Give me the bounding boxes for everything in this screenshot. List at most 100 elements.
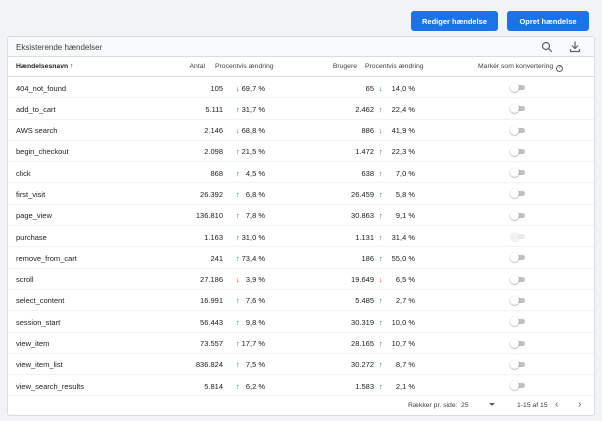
- count-pct-change: 17,7 %: [241, 339, 265, 349]
- table-row[interactable]: 404_not_found 105 ↓ 69,7 % 65 ↓ 14,0 %: [8, 77, 594, 99]
- toggle-knob: [510, 125, 519, 135]
- toggle-knob: [510, 210, 519, 220]
- users-trend-icon: ↑: [379, 147, 383, 157]
- toggle-knob: [510, 381, 519, 391]
- table-row[interactable]: click 868 ↑ 4,5 % 638 ↑ 7,0 %: [8, 162, 594, 184]
- count-pct-change: 68,8 %: [241, 126, 265, 136]
- table-row[interactable]: purchase 1.163 ↑ 31,0 % 1.131 ↑ 31,4 %: [8, 226, 594, 248]
- conversion-toggle[interactable]: [510, 232, 526, 242]
- table-row[interactable]: session_start 56.443 ↑ 9,8 % 30.319 ↑ 10,0 %: [8, 311, 594, 333]
- count-pct-change: 9,8 %: [245, 317, 265, 327]
- users-pct-change: 10,0 %: [391, 317, 415, 327]
- conversion-toggle[interactable]: [510, 274, 526, 284]
- table-row[interactable]: scroll 27.186 ↓ 3,9 % 19.649 ↓ 6,5 %: [8, 269, 594, 290]
- search-icon[interactable]: [541, 41, 553, 53]
- count-pct-change: 73,4 %: [241, 253, 265, 263]
- toggle-knob: [510, 338, 519, 348]
- count-trend-icon: ↑: [236, 360, 240, 370]
- count-trend-icon: ↑: [236, 381, 240, 391]
- table-row[interactable]: page_view 136.810 ↑ 7,8 % 30.863 ↑ 9,1 %: [8, 205, 594, 227]
- event-name: remove_from_cart: [16, 253, 77, 263]
- table-header: Hændelsesnavn ↑ Antal Procentvis ændring…: [8, 57, 594, 77]
- column-header-name[interactable]: Hændelsesnavn ↑: [16, 63, 74, 70]
- table-row[interactable]: remove_from_cart 241 ↑ 73,4 % 186 ↑ 55,0 %: [8, 247, 594, 269]
- count-trend-icon: ↓: [236, 126, 240, 136]
- conversion-toggle[interactable]: [510, 210, 526, 220]
- column-header-users[interactable]: Brugere: [332, 63, 357, 70]
- event-name: first_visit: [16, 189, 46, 199]
- users-pct-change: 7,0 %: [395, 168, 415, 178]
- toolbar: Rediger hændelse Opret hændelse: [0, 0, 602, 35]
- conversion-toggle[interactable]: [510, 381, 526, 391]
- column-header-pct-change-2[interactable]: Procentvis ændring: [365, 63, 424, 70]
- conversion-toggle[interactable]: [510, 253, 526, 263]
- download-icon[interactable]: [569, 40, 581, 53]
- event-count: 5.111: [205, 104, 223, 114]
- table-row[interactable]: add_to_cart 5.111 ↑ 31,7 % 2.462 ↑ 22,4 %: [8, 98, 594, 120]
- help-icon[interactable]: ?: [556, 65, 564, 72]
- event-name: AWS search: [16, 126, 58, 136]
- users-pct-change: 55,0 %: [391, 253, 415, 263]
- conversion-toggle[interactable]: [510, 83, 526, 92]
- table-row[interactable]: begin_checkout 2.098 ↑ 21,5 % 1.472 ↑ 22,3 %: [8, 141, 594, 163]
- users-pct-change: 14,0 %: [391, 83, 415, 93]
- conversion-toggle[interactable]: [510, 125, 526, 135]
- users-trend-icon: ↑: [379, 339, 383, 349]
- count-pct-change: 4,5 %: [245, 168, 265, 178]
- user-count: 2.462: [355, 104, 374, 114]
- table-row[interactable]: view_search_results 5.814 ↑ 6,2 % 1.583 ↑ 2,1 …: [8, 375, 594, 397]
- count-pct-change: 7,8 %: [245, 211, 265, 221]
- conversion-toggle[interactable]: [510, 359, 526, 369]
- conversion-toggle[interactable]: [510, 146, 526, 156]
- users-trend-icon: ↓: [379, 126, 383, 136]
- conversion-toggle[interactable]: [510, 168, 526, 178]
- users-pct-change: 8,7 %: [395, 360, 415, 370]
- user-count: 886: [361, 126, 374, 136]
- users-trend-icon: ↑: [379, 253, 383, 263]
- chevron-left-icon[interactable]: ‹: [555, 399, 559, 410]
- column-header-pct-change-1[interactable]: Procentvis ændring: [215, 63, 274, 70]
- event-name: select_content: [16, 296, 65, 306]
- table-row[interactable]: select_content 16.991 ↑ 7,6 % 5.485 ↑ 2,7 %: [8, 290, 594, 312]
- table-row[interactable]: view_item 73.557 ↑ 17,7 % 28.165 ↑ 10,7 %: [8, 333, 594, 354]
- count-trend-icon: ↑: [236, 296, 240, 306]
- conversion-toggle[interactable]: [510, 295, 526, 305]
- table-row[interactable]: view_item_list 836.824 ↑ 7,5 % 30.272 ↑ 8,7 %: [8, 354, 594, 376]
- event-count: 5.814: [204, 381, 223, 391]
- toggle-knob: [510, 104, 519, 114]
- users-pct-change: 10,7 %: [391, 339, 415, 349]
- event-count: 836.824: [195, 360, 223, 370]
- conversion-toggle[interactable]: [510, 104, 526, 114]
- table-row[interactable]: first_visit 26.392 ↑ 6,8 % 26.459 ↑ 5,8 %: [8, 183, 594, 205]
- count-pct-change: 3,9 %: [245, 275, 265, 285]
- conversion-toggle[interactable]: [510, 317, 526, 327]
- conversion-toggle[interactable]: [510, 189, 526, 199]
- users-pct-change: 2,7 %: [395, 296, 415, 306]
- edit-event-button[interactable]: Rediger hændelse: [411, 11, 498, 31]
- rows-per-page-label: Rækker pr. side:: [408, 402, 458, 409]
- toggle-knob: [510, 253, 519, 263]
- count-trend-icon: ↑: [236, 232, 240, 242]
- column-header-count[interactable]: Antal: [189, 63, 206, 70]
- users-trend-icon: ↑: [379, 104, 383, 114]
- users-trend-icon: ↑: [379, 360, 383, 370]
- page-range: 1-15 af 15: [517, 402, 548, 409]
- user-count: 30.272: [351, 360, 374, 370]
- event-name: page_view: [16, 211, 52, 221]
- users-trend-icon: ↓: [379, 275, 383, 285]
- event-name: begin_checkout: [16, 147, 69, 157]
- events-card: Eksisterende hændelser Hændelsesnavn ↑ A…: [7, 36, 595, 416]
- table-row[interactable]: AWS search 2.146 ↓ 68,8 % 886 ↓ 41,9 %: [8, 120, 594, 141]
- count-pct-change: 69,7 %: [241, 83, 265, 93]
- users-pct-change: 22,3 %: [391, 147, 415, 157]
- event-count: 27.186: [200, 275, 223, 285]
- count-trend-icon: ↑: [236, 339, 240, 349]
- count-trend-icon: ↑: [236, 168, 240, 178]
- event-count: 105: [210, 83, 223, 93]
- conversion-toggle[interactable]: [510, 338, 526, 348]
- column-header-conversion: Markér som konvertering ?: [478, 63, 564, 72]
- chevron-right-icon[interactable]: ›: [578, 399, 582, 410]
- create-event-button[interactable]: Opret hændelse: [507, 11, 589, 31]
- users-pct-change: 31,4 %: [391, 232, 415, 242]
- user-count: 26.459: [351, 189, 374, 199]
